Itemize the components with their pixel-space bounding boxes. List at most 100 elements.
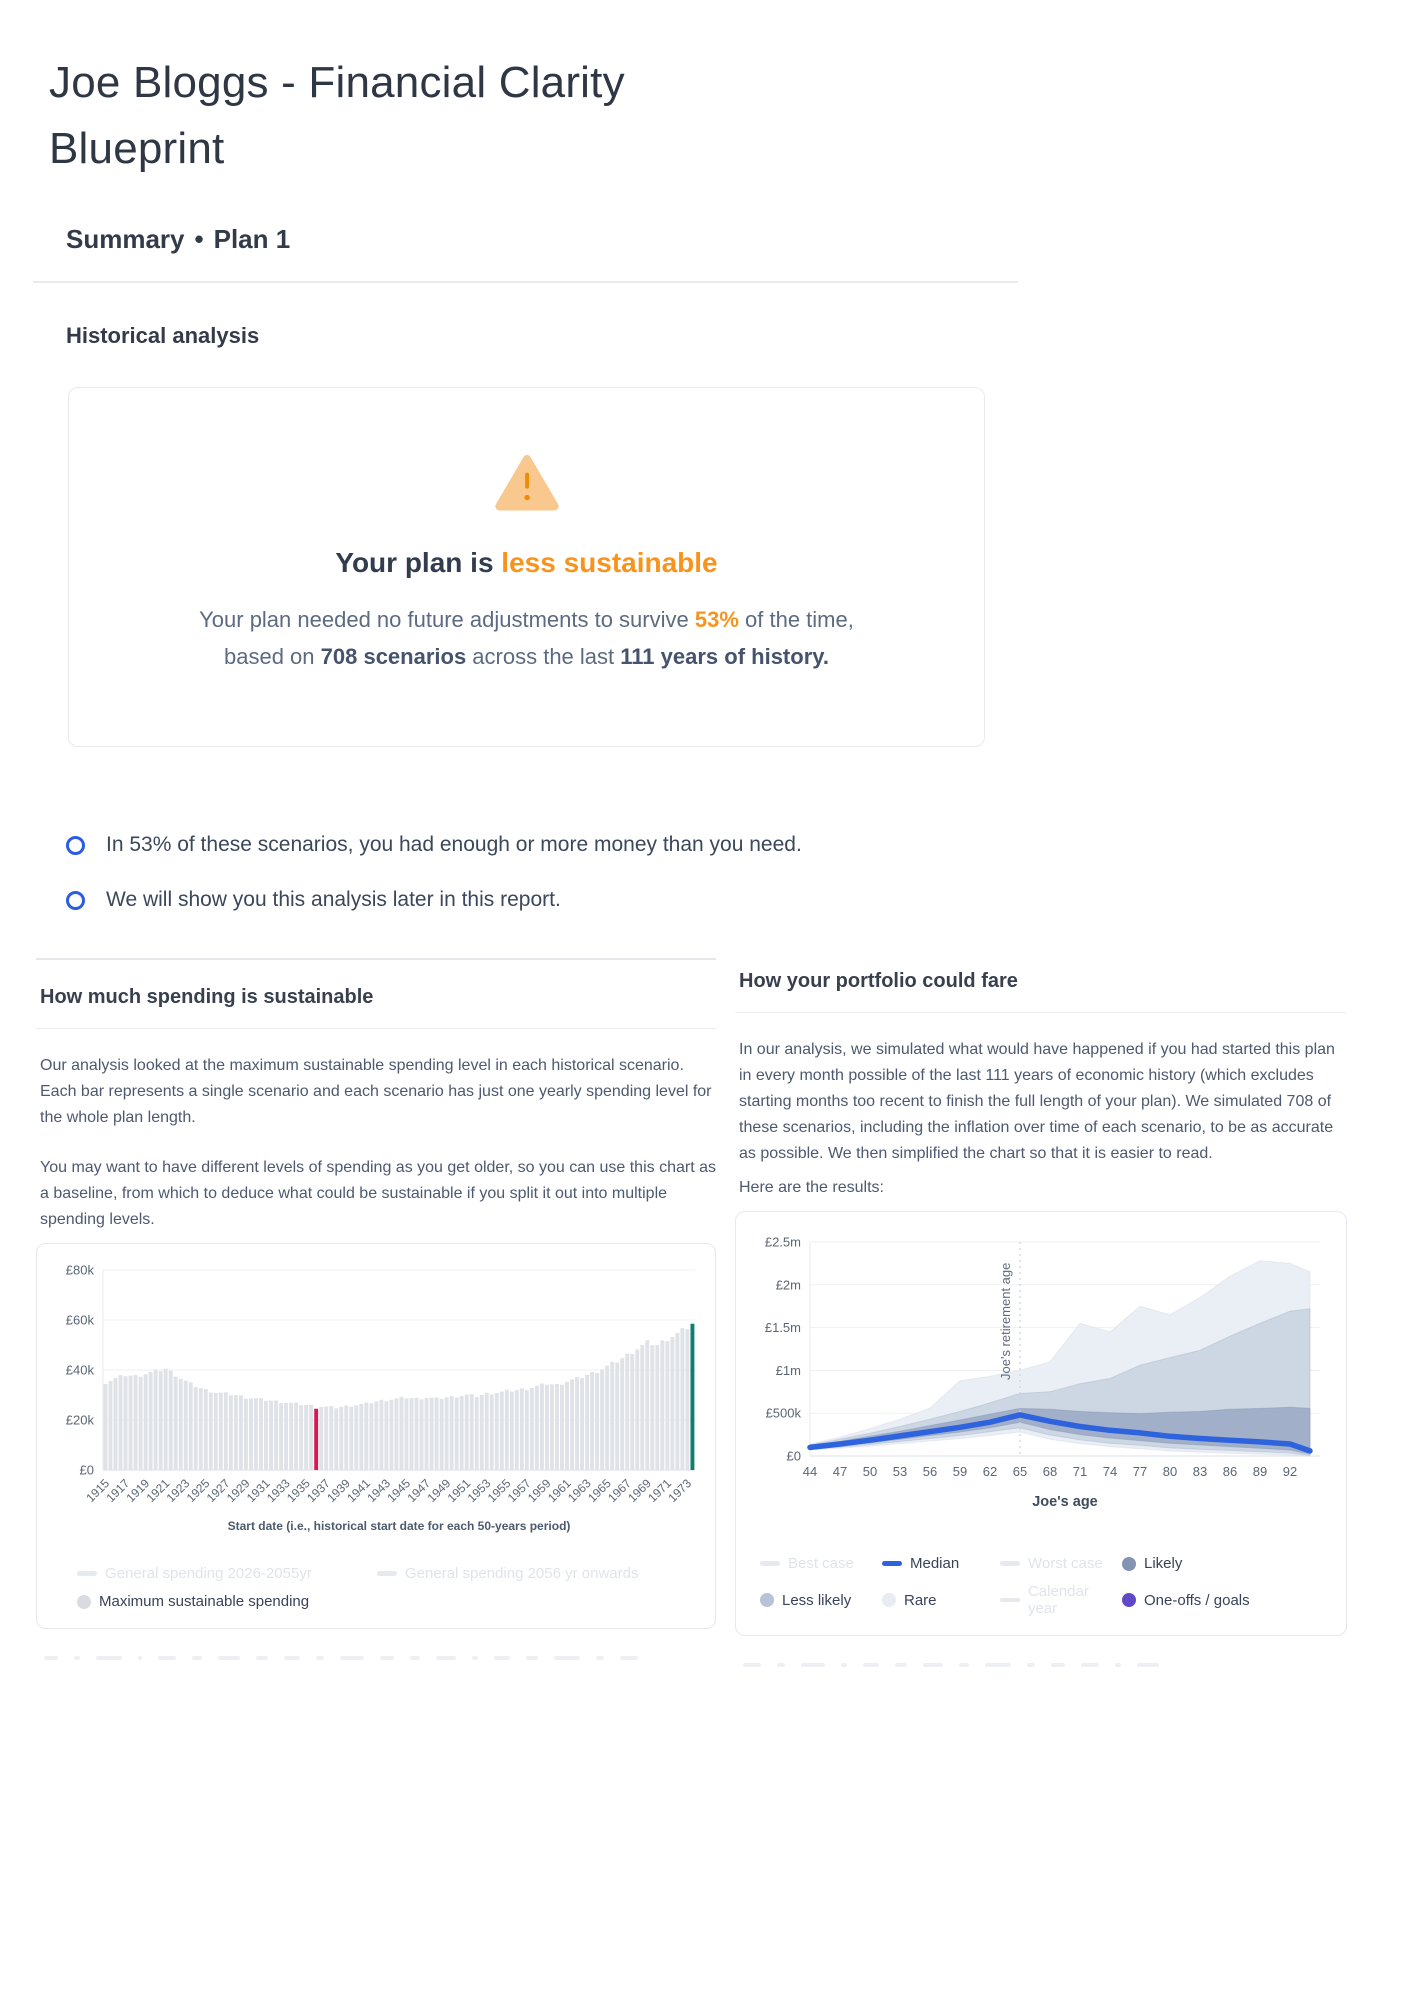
- portfolio-projection-area-chart[interactable]: £0 £500k £1m £1.5m £2m £2.5m Joe's retirement …: [746, 1226, 1336, 1539]
- svg-text:80: 80: [1163, 1464, 1177, 1479]
- legend-dot-swatch: [1122, 1556, 1136, 1571]
- svg-text:86: 86: [1223, 1464, 1237, 1479]
- svg-text:92: 92: [1283, 1464, 1297, 1479]
- bullet-ring-icon: [66, 891, 85, 910]
- analysis-columns: How much spending is sustainable Our ana…: [36, 958, 1414, 1670]
- svg-text:Start date (i.e., historical s: Start date (i.e., historical start date …: [228, 1519, 571, 1533]
- svg-text:50: 50: [863, 1464, 877, 1479]
- svg-text:74: 74: [1103, 1464, 1117, 1479]
- sustainable-spending-bar-chart[interactable]: £0 £20k £40k £60k £80k 1915 1917 1919 1921 1923 19…: [47, 1258, 705, 1549]
- svg-text:£0: £0: [787, 1449, 801, 1464]
- bullet-text: In 53% of these scenarios, you had enoug…: [106, 833, 802, 856]
- bullet-ring-icon: [66, 836, 85, 855]
- svg-text:1973: 1973: [665, 1476, 694, 1505]
- svg-text:Joe's retirement age: Joe's retirement age: [998, 1263, 1013, 1380]
- svg-text:59: 59: [953, 1464, 967, 1479]
- legend-dot-swatch: [1122, 1593, 1136, 1607]
- key-points-list: In 53% of these scenarios, you had enoug…: [66, 833, 1414, 912]
- svg-text:£1.5m: £1.5m: [765, 1320, 801, 1335]
- plan-name: Plan 1: [213, 224, 291, 254]
- legend-item-one-offs-goals[interactable]: One-offs / goals: [1122, 1583, 1336, 1617]
- svg-text:83: 83: [1193, 1464, 1207, 1479]
- portfolio-column: How your portfolio could fare In our ana…: [735, 958, 1347, 1670]
- svg-text:89: 89: [1253, 1464, 1267, 1479]
- spending-paragraph-2: You may want to have different levels of…: [40, 1159, 716, 1228]
- heading-underline: [735, 1012, 1347, 1013]
- scenario-count: 708 scenarios: [320, 644, 467, 669]
- legend-dot-swatch: [77, 1594, 91, 1609]
- svg-text:£80k: £80k: [66, 1263, 95, 1278]
- spending-chart-card: £0 £20k £40k £60k £80k 1915 1917 1919 1921 1923 19…: [36, 1243, 716, 1629]
- legend-dash-swatch: [1000, 1561, 1020, 1566]
- alert-heading: Your plan is less sustainable: [69, 547, 984, 579]
- legend-item-median[interactable]: Median: [882, 1555, 1000, 1572]
- sustainability-alert-card: Your plan is less sustainable Your plan …: [68, 387, 985, 747]
- svg-text:62: 62: [983, 1464, 997, 1479]
- historical-analysis-heading: Historical analysis: [66, 323, 260, 348]
- legend-dash-swatch: [377, 1571, 397, 1576]
- svg-text:£2.5m: £2.5m: [765, 1235, 801, 1250]
- legend-label: Calendar year: [1027, 1583, 1089, 1617]
- portfolio-chart-card: £0 £500k £1m £1.5m £2m £2.5m Joe's retirement …: [735, 1211, 1347, 1636]
- legend-item-calendar-year[interactable]: Calendar year: [1000, 1583, 1122, 1617]
- legend-item-best-case[interactable]: Best case: [760, 1555, 882, 1572]
- list-item: In 53% of these scenarios, you had enoug…: [66, 833, 1414, 857]
- summary-plan-heading: Summary • Plan 1: [66, 224, 1414, 255]
- heading-separator-dot: •: [194, 224, 204, 254]
- alert-heading-highlight: less sustainable: [501, 547, 718, 578]
- legend-dot-swatch: [760, 1593, 774, 1607]
- legend-label: Maximum sustainable spending: [99, 1593, 310, 1610]
- legend-label: Rare: [904, 1591, 937, 1609]
- legend-item-less-likely[interactable]: Less likely: [760, 1583, 882, 1617]
- svg-text:44: 44: [803, 1464, 817, 1479]
- legend-label: Less likely: [782, 1591, 852, 1609]
- truncated-text-line: [44, 1653, 716, 1663]
- svg-text:£1m: £1m: [776, 1363, 801, 1378]
- svg-text:£2m: £2m: [776, 1277, 801, 1292]
- portfolio-paragraph-2: Here are the results:: [739, 1179, 884, 1196]
- legend-dash-swatch: [882, 1561, 902, 1566]
- alert-body-line2: based on 708 scenarios across the last 1…: [224, 644, 829, 669]
- svg-text:53: 53: [893, 1464, 907, 1479]
- legend-item-likely[interactable]: Likely: [1122, 1555, 1336, 1572]
- alert-body-line1: Your plan needed no future adjustments t…: [199, 607, 854, 632]
- legend-dash-swatch: [760, 1561, 780, 1566]
- summary-label: Summary: [66, 224, 185, 254]
- legend-label: Worst case: [1028, 1555, 1103, 1572]
- legend-item-general-spending-2026-2055yr[interactable]: General spending 2026-2055yr: [77, 1565, 377, 1582]
- legend-item-general-spending-2056-yr-onwards[interactable]: General spending 2056 yr onwards: [377, 1565, 705, 1582]
- legend-dash-swatch: [77, 1571, 97, 1576]
- legend-label: Median: [910, 1555, 960, 1572]
- alert-body: Your plan needed no future adjustments t…: [69, 601, 984, 675]
- svg-text:£0: £0: [80, 1463, 94, 1478]
- legend-label: Likely: [1144, 1555, 1183, 1572]
- bullet-text: We will show you this analysis later in …: [106, 888, 561, 911]
- svg-text:71: 71: [1073, 1464, 1087, 1479]
- legend-label: Best case: [788, 1555, 854, 1572]
- legend-item-rare[interactable]: Rare: [882, 1583, 1000, 1617]
- spending-chart-legend: General spending 2026-2055yr General spen…: [77, 1565, 705, 1610]
- svg-text:56: 56: [923, 1464, 937, 1479]
- truncated-text-line: [743, 1660, 1347, 1670]
- legend-item-worst-case[interactable]: Worst case: [1000, 1555, 1122, 1572]
- history-years: 111 years of history.: [620, 644, 829, 669]
- legend-item-maximum-sustainable-spending[interactable]: Maximum sustainable spending: [77, 1593, 377, 1610]
- portfolio-chart-legend: Best case Median Worst case Likely Less like…: [760, 1555, 1336, 1617]
- heading-underline: [36, 1028, 716, 1029]
- spending-heading: How much spending is sustainable: [40, 986, 374, 1008]
- spending-column: How much spending is sustainable Our ana…: [36, 958, 716, 1663]
- spending-paragraph-1: Our analysis looked at the maximum susta…: [40, 1057, 712, 1126]
- svg-text:£40k: £40k: [66, 1363, 95, 1378]
- list-item: We will show you this analysis later in …: [66, 888, 1414, 912]
- svg-text:£500k: £500k: [766, 1406, 802, 1421]
- legend-dash-swatch: [1000, 1597, 1020, 1603]
- section-divider: [33, 281, 1018, 283]
- survival-percentage: 53%: [694, 607, 739, 632]
- svg-text:77: 77: [1133, 1464, 1147, 1479]
- svg-text:68: 68: [1043, 1464, 1057, 1479]
- alert-heading-prefix: Your plan is: [335, 547, 502, 578]
- portfolio-heading: How your portfolio could fare: [739, 970, 1018, 992]
- svg-text:47: 47: [833, 1464, 847, 1479]
- legend-label: One-offs / goals: [1144, 1591, 1250, 1609]
